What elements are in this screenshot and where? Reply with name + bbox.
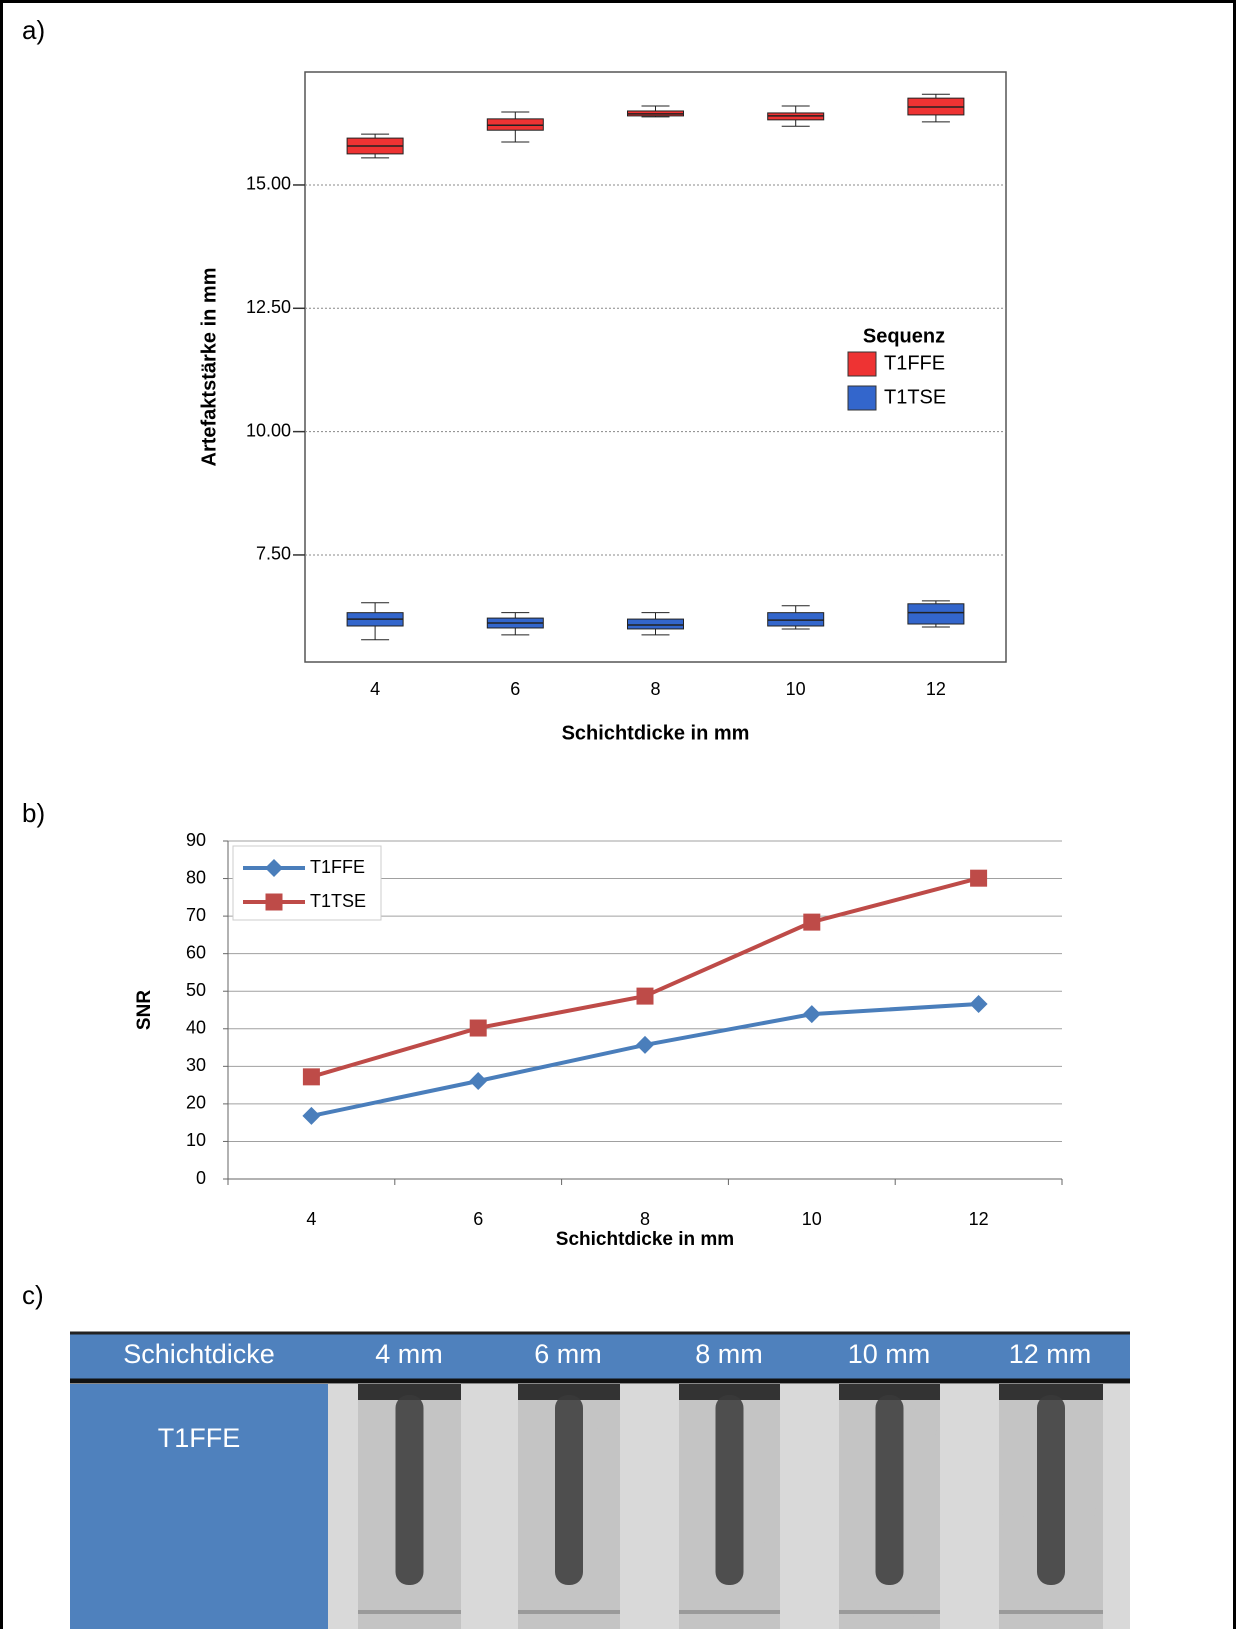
x-tick-label: 4 [370, 679, 380, 699]
header-cell: 4 mm [375, 1339, 443, 1369]
y-tick-label: 15.00 [246, 174, 291, 194]
y-tick-label: 80 [186, 867, 206, 887]
legend-title: Sequenz [863, 325, 945, 347]
y-tick-label: 7.50 [256, 544, 291, 564]
y-tick-label: 0 [196, 1168, 206, 1188]
panel-label: a) [22, 15, 45, 45]
marker [803, 914, 820, 931]
x-tick-label: 10 [802, 1209, 822, 1229]
marker [636, 1036, 654, 1054]
legend-label: T1FFE [884, 352, 945, 374]
y-tick-label: 70 [186, 905, 206, 925]
y-tick-label: 20 [186, 1093, 206, 1113]
y-tick-label: 12.50 [246, 297, 291, 317]
row-label: T1FFE [158, 1423, 241, 1453]
legend-label: T1TSE [310, 891, 366, 911]
marker [803, 1005, 821, 1023]
header-cell: 12 mm [1009, 1339, 1092, 1369]
marker [266, 894, 283, 911]
header-cell: 8 mm [695, 1339, 763, 1369]
y-tick-label: 10 [186, 1130, 206, 1150]
header-cell: Schichtdicke [123, 1339, 275, 1369]
mri-artefact [1037, 1395, 1065, 1585]
x-axis-label: Schichtdicke in mm [562, 722, 750, 744]
x-tick-label: 12 [926, 679, 946, 699]
panel-label: c) [22, 1280, 44, 1310]
mri-artefact [396, 1395, 424, 1585]
y-tick-label: 10.00 [246, 420, 291, 440]
y-axis-label: Artefaktstärke in mm [198, 268, 220, 467]
y-tick-label: 50 [186, 980, 206, 1000]
x-tick-label: 6 [510, 679, 520, 699]
marker [469, 1072, 487, 1090]
marker [637, 988, 654, 1005]
x-tick-label: 10 [786, 679, 806, 699]
figure: a) b) c) Schichtdicke 4 mm 6 mm 8 mm 10 … [0, 0, 1236, 1629]
y-axis-label: SNR [134, 990, 155, 1030]
x-tick-label: 8 [640, 1209, 650, 1229]
marker [303, 1068, 320, 1085]
marker [970, 995, 988, 1013]
marker [470, 1020, 487, 1037]
y-tick-label: 40 [186, 1018, 206, 1038]
y-tick-label: 30 [186, 1055, 206, 1075]
x-tick-label: 6 [473, 1209, 483, 1229]
y-tick-label: 90 [186, 830, 206, 850]
legend-swatch [848, 386, 876, 410]
marker [970, 870, 987, 887]
panel-label: b) [22, 798, 45, 828]
marker [302, 1107, 320, 1125]
header-cell: 10 mm [848, 1339, 931, 1369]
header-cell: 6 mm [534, 1339, 602, 1369]
mri-artefact [716, 1395, 744, 1585]
mri-artefact [876, 1395, 904, 1585]
image-table: Schichtdicke 4 mm 6 mm 8 mm 10 mm 12 mm … [70, 1333, 1130, 1629]
box [628, 619, 684, 629]
x-axis-label: Schichtdicke in mm [556, 1229, 734, 1250]
box [908, 604, 964, 624]
legend-label: T1FFE [310, 857, 365, 877]
mri-artefact [555, 1395, 583, 1585]
legend-label: T1TSE [884, 386, 946, 408]
legend-swatch [848, 352, 876, 376]
x-tick-label: 4 [306, 1209, 316, 1229]
x-tick-label: 8 [650, 679, 660, 699]
x-tick-label: 12 [969, 1209, 989, 1229]
series-line [311, 1004, 978, 1116]
y-tick-label: 60 [186, 942, 206, 962]
row-header-cell [70, 1384, 328, 1629]
